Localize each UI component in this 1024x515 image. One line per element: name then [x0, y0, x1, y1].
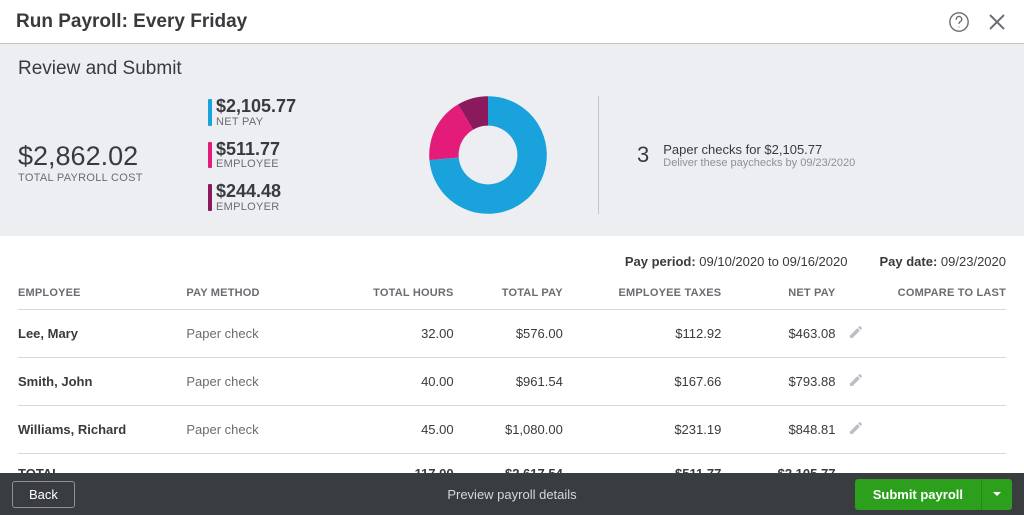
cell-method: Paper check [186, 406, 325, 454]
total-cost-label: TOTAL PAYROLL COST [18, 172, 208, 184]
breakdown-label: EMPLOYER [216, 201, 378, 213]
cell-pay: $961.54 [454, 358, 563, 406]
caret-down-icon [992, 489, 1002, 499]
total-cost-amount: $2,862.02 [18, 141, 208, 172]
col-employee: EMPLOYEE [18, 277, 186, 310]
cell-compare [877, 310, 1006, 358]
breakdown-employee: $511.77 EMPLOYEE [208, 140, 378, 171]
cell-tax: $231.19 [563, 406, 722, 454]
header-bar: Run Payroll: Every Friday [0, 0, 1024, 44]
col-net-pay: NET PAY [721, 277, 835, 310]
cell-net: $793.88 [721, 358, 835, 406]
cell-employee: Williams, Richard [18, 406, 186, 454]
donut-svg [423, 90, 553, 220]
edit-icon[interactable] [848, 324, 864, 340]
breakdown-amount: $511.77 [216, 140, 378, 159]
breakdown-amount: $2,105.77 [216, 97, 378, 116]
cell-pay: $1,080.00 [454, 406, 563, 454]
summary-panel: Review and Submit $2,862.02 TOTAL PAYROL… [0, 44, 1024, 236]
submit-payroll-button[interactable]: Submit payroll [855, 479, 981, 510]
breakdown-amount: $244.48 [216, 182, 378, 201]
col-total-pay: TOTAL PAY [454, 277, 563, 310]
cell-hours: 40.00 [325, 358, 454, 406]
help-icon[interactable] [948, 11, 970, 33]
cell-method: Paper check [186, 310, 325, 358]
submit-payroll-caret[interactable] [981, 479, 1012, 510]
col-pay-method: PAY METHOD [186, 277, 325, 310]
cell-compare [877, 358, 1006, 406]
cell-tax: $112.92 [563, 310, 722, 358]
table-row: Smith, John Paper check 40.00 $961.54 $1… [18, 358, 1006, 406]
close-icon[interactable] [986, 11, 1008, 33]
table-row: Williams, Richard Paper check 45.00 $1,0… [18, 406, 1006, 454]
pay-period-label: Pay period: [625, 254, 696, 269]
cell-net: $463.08 [721, 310, 835, 358]
breakdown-label: NET PAY [216, 116, 378, 128]
total-payroll-cost: $2,862.02 TOTAL PAYROLL COST [18, 127, 208, 184]
paper-checks-line1: Paper checks for $2,105.77 [663, 142, 855, 157]
donut-chart [378, 90, 598, 220]
cell-net: $848.81 [721, 406, 835, 454]
pay-date-label: Pay date: [879, 254, 937, 269]
breakdown-employer: $244.48 EMPLOYER [208, 182, 378, 213]
cell-hours: 32.00 [325, 310, 454, 358]
paper-checks-line2: Deliver these paychecks by 09/23/2020 [663, 157, 855, 169]
cell-employee: Smith, John [18, 358, 186, 406]
cell-compare [877, 406, 1006, 454]
preview-payroll-link[interactable]: Preview payroll details [447, 487, 576, 502]
paper-checks-info: 3 Paper checks for $2,105.77 Deliver the… [599, 142, 855, 169]
back-button[interactable]: Back [12, 481, 75, 508]
paper-checks-count: 3 [637, 142, 649, 168]
page-title: Run Payroll: Every Friday [16, 11, 247, 33]
cell-method: Paper check [186, 358, 325, 406]
pay-meta-line: Pay period: 09/10/2020 to 09/16/2020 Pay… [0, 236, 1024, 277]
section-title: Review and Submit [18, 58, 1006, 80]
cell-hours: 45.00 [325, 406, 454, 454]
payroll-table: EMPLOYEE PAY METHOD TOTAL HOURS TOTAL PA… [18, 277, 1006, 495]
edit-icon[interactable] [848, 372, 864, 388]
table-header-row: EMPLOYEE PAY METHOD TOTAL HOURS TOTAL PA… [18, 277, 1006, 310]
col-emp-taxes: EMPLOYEE TAXES [563, 277, 722, 310]
table-row: Lee, Mary Paper check 32.00 $576.00 $112… [18, 310, 1006, 358]
cell-tax: $167.66 [563, 358, 722, 406]
cell-employee: Lee, Mary [18, 310, 186, 358]
pay-date-value: 09/23/2020 [941, 254, 1006, 269]
breakdown-list: $2,105.77 NET PAY $511.77 EMPLOYEE $244.… [208, 97, 378, 214]
edit-icon[interactable] [848, 420, 864, 436]
col-compare: COMPARE TO LAST [877, 277, 1006, 310]
breakdown-net-pay: $2,105.77 NET PAY [208, 97, 378, 128]
col-total-hours: TOTAL HOURS [325, 277, 454, 310]
breakdown-label: EMPLOYEE [216, 158, 378, 170]
pay-period-value: 09/10/2020 to 09/16/2020 [699, 254, 847, 269]
cell-pay: $576.00 [454, 310, 563, 358]
footer-bar: Back Preview payroll details Submit payr… [0, 473, 1024, 515]
